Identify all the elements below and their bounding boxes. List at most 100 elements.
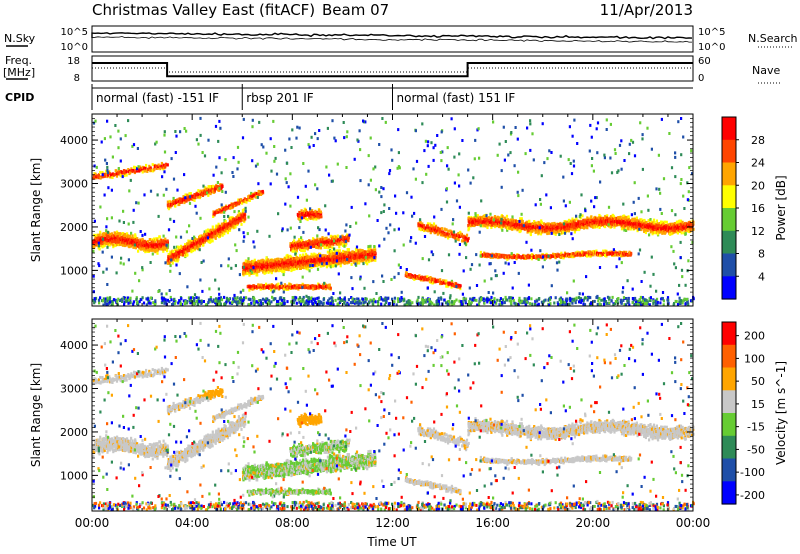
- power-cell: [105, 233, 108, 237]
- power-cell: [230, 206, 233, 210]
- power-cell: [512, 226, 515, 230]
- power-cell: [319, 212, 322, 216]
- power-cell: [335, 236, 338, 240]
- power-cell: [305, 256, 308, 260]
- power-cell: [267, 270, 270, 274]
- power-cell: [324, 245, 328, 249]
- power-cell: [344, 243, 348, 247]
- power-cell: [470, 224, 473, 228]
- power-cell: [249, 285, 252, 289]
- power-cell: [237, 210, 240, 214]
- power-cell: [329, 265, 332, 269]
- power-cell: [275, 258, 278, 261]
- power-cell: [299, 254, 302, 258]
- power-cell: [148, 242, 151, 246]
- power-cell: [98, 233, 101, 237]
- power-cell: [247, 260, 250, 264]
- power-cell: [122, 238, 125, 242]
- power-cell: [468, 226, 471, 230]
- power-cell: [171, 203, 174, 207]
- power-cell: [182, 252, 185, 256]
- power-cell: [175, 255, 178, 259]
- power-cell: [315, 242, 318, 246]
- power-cell: [92, 176, 95, 180]
- power-cell: [323, 245, 326, 249]
- power-cell: [138, 244, 141, 248]
- power-cell: [94, 238, 97, 242]
- power-cell: [160, 164, 163, 168]
- power-cell: [327, 238, 330, 242]
- power-cell: [146, 245, 149, 249]
- power-cell: [355, 261, 358, 265]
- power-cell: [188, 192, 191, 196]
- power-cell: [306, 218, 309, 222]
- power-cell: [296, 266, 299, 270]
- nave-trace: [92, 67, 693, 73]
- power-cell: [321, 259, 324, 263]
- power-cell: [236, 202, 239, 206]
- power-cell: [158, 235, 161, 239]
- power-cell: [554, 224, 557, 228]
- power-cell: [324, 287, 327, 291]
- power-cell: [176, 249, 179, 253]
- power-cell: [496, 221, 499, 225]
- power-cell: [95, 239, 98, 243]
- power-cell: [156, 167, 159, 170]
- power-cell: [521, 219, 524, 223]
- power-cell: [290, 243, 294, 247]
- power-cell: [235, 218, 238, 222]
- power-cell: [345, 241, 348, 245]
- power-cell: [430, 229, 433, 233]
- power-cell: [292, 249, 296, 253]
- power-cell: [114, 244, 117, 248]
- power-cell: [112, 243, 115, 247]
- power-cell: [131, 241, 134, 245]
- power-cell: [114, 236, 117, 240]
- power-cell: [250, 285, 253, 289]
- power-cell: [278, 269, 281, 273]
- power-cell: [166, 241, 169, 245]
- power-cell: [272, 268, 276, 272]
- power-cell: [286, 287, 289, 290]
- nsearch-trace: [91, 36, 692, 43]
- power-cell: [489, 212, 492, 216]
- power-cell: [333, 237, 336, 241]
- power-cell: [257, 283, 260, 287]
- power-cell: [306, 286, 309, 290]
- power-cell: [310, 285, 313, 289]
- power-cell: [104, 174, 107, 178]
- power-cell: [345, 252, 348, 256]
- power-cell: [188, 248, 191, 252]
- power-cell: [166, 249, 169, 253]
- power-cell: [308, 244, 311, 248]
- power-cell: [199, 195, 202, 198]
- power-cell: [264, 284, 267, 288]
- power-cell: [494, 221, 497, 225]
- power-cell: [189, 246, 192, 250]
- power-cell: [310, 210, 313, 214]
- nave-tick-low: 0: [698, 73, 704, 84]
- power-cell: [570, 225, 574, 229]
- power-cell: [202, 243, 205, 247]
- power-cell: [355, 257, 358, 261]
- nsky-label: N.Sky: [4, 32, 36, 45]
- power-cell: [144, 250, 147, 254]
- power-cell: [298, 238, 301, 242]
- power-cell: [137, 249, 140, 253]
- power-cell: [571, 228, 574, 232]
- power-cell: [106, 173, 110, 177]
- power-cell: [508, 223, 512, 227]
- power-cell: [300, 257, 303, 261]
- power-cell: [209, 192, 212, 196]
- power-cell: [135, 239, 138, 243]
- power-cell: [253, 258, 256, 262]
- power-cell: [156, 240, 160, 244]
- power-cell: [316, 237, 319, 241]
- power-cell: [190, 250, 193, 254]
- power-cell: [544, 225, 547, 229]
- power-cell: [146, 243, 149, 247]
- power-cell: [261, 189, 264, 193]
- power-cell: [281, 263, 284, 267]
- power-cell: [366, 250, 369, 254]
- power-cell: [229, 220, 232, 224]
